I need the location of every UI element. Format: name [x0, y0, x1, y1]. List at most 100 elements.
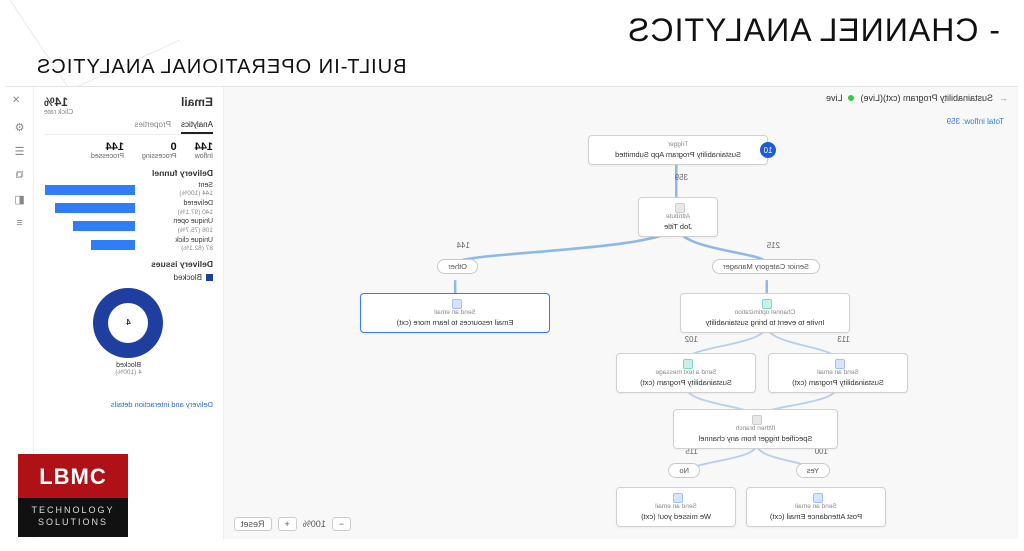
- metric-label: Inflow: [195, 153, 213, 160]
- zoom-reset-button[interactable]: Reset: [234, 517, 272, 531]
- logo-bottom: TECHNOLOGY SOLUTIONS: [18, 498, 128, 537]
- funnel-sub: 106 (75.7%): [141, 227, 213, 235]
- node-label: Post Attendance Email (cxt): [770, 512, 862, 521]
- flow-canvas[interactable]: ← Sustainability Program (cxt)(Live) Liv…: [224, 87, 1018, 539]
- node-text-a2[interactable]: Send a text message Sustainability Progr…: [616, 353, 756, 393]
- email-icon: [673, 493, 683, 503]
- count-branch-b: 144: [457, 241, 470, 250]
- node-type: Trigger: [599, 141, 757, 148]
- funnel-sub: 87 (62.1%): [141, 245, 213, 253]
- funnel-title: Delivery funnel: [44, 168, 213, 178]
- node-optimization[interactable]: Channel optimization Invite to event to …: [680, 293, 850, 333]
- close-panel-button[interactable]: ✕: [12, 95, 20, 106]
- node-type: Attribute: [649, 213, 707, 220]
- node-type: Send an email: [757, 503, 875, 510]
- app-screenshot: ← Sustainability Program (cxt)(Live) Liv…: [6, 86, 1018, 539]
- sms-icon: [683, 359, 693, 369]
- trigger-badge: 10: [760, 142, 776, 158]
- node-label: Email resources to learn more (cxt): [397, 318, 514, 327]
- node-email-yes[interactable]: Send an email Post Attendance Email (cxt…: [746, 487, 886, 527]
- rail-icon-layout[interactable]: ◧: [13, 192, 27, 206]
- panel-pct-sub: Click rate: [44, 109, 73, 116]
- details-link[interactable]: Delivery and interaction details: [44, 400, 213, 409]
- funnel: Sent144 (100%) Delivered 140 (97.1%) Uniq…: [44, 182, 213, 253]
- node-email-a1[interactable]: Send an email Sustainability Program (cx…: [768, 353, 908, 393]
- funnel-row: Sent144 (100%): [44, 182, 213, 198]
- donut-chart: 4: [94, 288, 164, 358]
- node-type: Send an email: [627, 503, 725, 510]
- node-label: Sustainability Program App Submitted: [615, 150, 741, 159]
- funnel-row: Unique click87 (62.1%): [44, 237, 213, 253]
- node-label: Sustainability Program (cxt): [640, 378, 732, 387]
- branch-a-pill[interactable]: Senior Category Manager: [712, 259, 820, 274]
- logo: LBMC TECHNOLOGY SOLUTIONS: [18, 454, 128, 537]
- node-label: Job Title: [664, 222, 692, 231]
- funnel-name: Sent: [199, 182, 213, 189]
- node-attribute[interactable]: Attribute Job Title: [638, 197, 718, 237]
- node-email-other[interactable]: Send an email Email resources to learn m…: [360, 293, 550, 333]
- metric-processing: 0 Processing: [142, 141, 177, 160]
- logo-top: LBMC: [18, 454, 128, 498]
- node-type: Send an email: [371, 309, 539, 316]
- zoom-level: 100%: [303, 519, 326, 529]
- node-trigger[interactable]: 10 Trigger Sustainability Program App Su…: [588, 135, 768, 165]
- issues-title: Delivery issues: [44, 259, 213, 269]
- funnel-sub: 144 (100%): [141, 190, 213, 198]
- funnel-name: Delivered: [183, 200, 213, 207]
- count-trigger: 359: [675, 173, 688, 182]
- node-label: Invite to event to bring sustainability: [706, 318, 825, 327]
- legend-label: Blocked: [174, 273, 202, 282]
- count-a1: 113: [837, 335, 850, 344]
- yes-pill[interactable]: Yes: [796, 463, 830, 478]
- metric-label: Processed: [91, 153, 124, 160]
- rail-icon-menu[interactable]: ≡: [13, 216, 27, 230]
- count-a2: 102: [685, 335, 698, 344]
- zoom-out-button[interactable]: −: [332, 517, 351, 531]
- logo-line2: SOLUTIONS: [18, 516, 128, 529]
- node-type: If/then branch: [684, 425, 827, 432]
- node-ifthen[interactable]: If/then branch Specified trigger from an…: [673, 409, 838, 449]
- metric-value: 144: [195, 141, 213, 153]
- rail-icon-list[interactable]: ☰: [13, 144, 27, 158]
- funnel-bar: [91, 240, 135, 250]
- funnel-row: Delivered 140 (97.1%): [44, 200, 213, 216]
- funnel-bar: [55, 203, 135, 213]
- email-icon: [835, 359, 845, 369]
- node-type: Send an email: [779, 369, 897, 376]
- count-branch-a: 215: [767, 241, 780, 250]
- zoom-controls: − 100% + Reset: [234, 517, 351, 531]
- node-label: Specified trigger from any channel: [699, 434, 813, 443]
- metric-value: 0: [142, 141, 177, 153]
- no-pill[interactable]: No: [668, 463, 700, 478]
- rail-icon-copy[interactable]: ⧉: [13, 168, 27, 182]
- panel-tabs: Analytics Properties: [44, 120, 213, 135]
- attribute-icon: [675, 203, 685, 213]
- funnel-bar: [73, 221, 135, 231]
- heading-main: - CHANNEL ANALYTICS: [627, 12, 1000, 49]
- flow: 359 215 144 113 102 100 115 10 Trigger S…: [224, 87, 1018, 539]
- panel-title: Email: [181, 95, 213, 109]
- node-label: Sustainability Program (cxt): [792, 378, 884, 387]
- tab-analytics[interactable]: Analytics: [181, 120, 213, 134]
- email-icon: [452, 299, 462, 309]
- node-type: Send a text message: [627, 369, 745, 376]
- issues-legend: Blocked: [44, 273, 213, 282]
- node-email-no[interactable]: Send an email We missed you! (cxt): [616, 487, 736, 527]
- metric-processed: 144 Processed: [91, 141, 124, 160]
- node-type: Channel optimization: [691, 309, 839, 316]
- logo-line1: TECHNOLOGY: [18, 504, 128, 517]
- funnel-row: Unique open 106 (75.7%): [44, 218, 213, 234]
- tab-properties[interactable]: Properties: [135, 120, 171, 134]
- optimize-icon: [762, 299, 772, 309]
- zoom-in-button[interactable]: +: [278, 517, 297, 531]
- branch-icon: [753, 415, 763, 425]
- branch-b-pill[interactable]: Other: [437, 259, 478, 274]
- heading-sub: BUILT-IN OPERATIONAL ANALYTICS: [36, 56, 406, 79]
- metric-inflow: 144 Inflow: [195, 141, 213, 160]
- donut-sub: 4 (100%): [44, 369, 213, 376]
- metric-value: 144: [91, 141, 124, 153]
- funnel-name: Unique open: [173, 218, 213, 225]
- donut-center: 4: [126, 318, 130, 327]
- funnel-sub: 140 (97.1%): [141, 209, 213, 217]
- rail-icon-settings[interactable]: ⚙: [13, 120, 27, 134]
